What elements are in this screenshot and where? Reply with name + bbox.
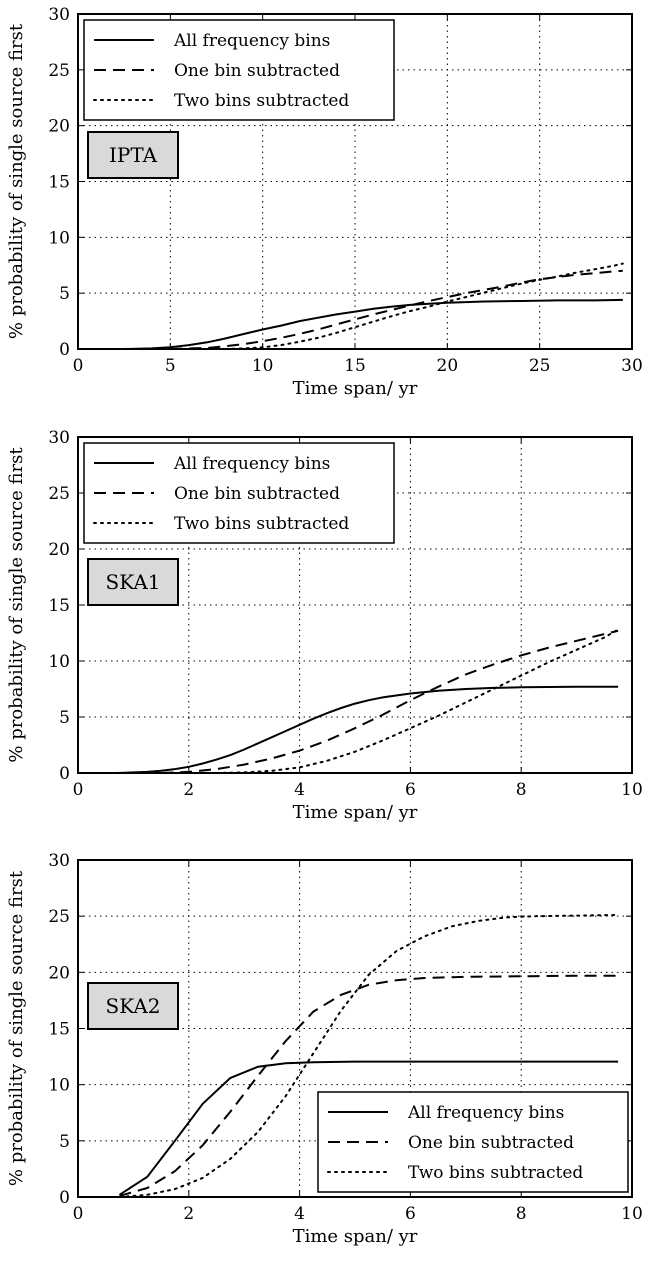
x-axis-label: Time span/ yr bbox=[293, 802, 418, 823]
annotation-badge bbox=[87, 982, 179, 1030]
series-line-dotted bbox=[215, 628, 620, 774]
x-axis-label: Time span/ yr bbox=[293, 1226, 418, 1247]
x-tick-label: 10 bbox=[621, 1204, 643, 1224]
x-tick-label: 8 bbox=[516, 1204, 527, 1224]
chart-panel-3: 0 2 4 6 8 10 0 5 10 15 20 25 30 Time span/ yr % probab… bbox=[6, 851, 643, 1247]
legend-entry: One bin subtracted bbox=[408, 1133, 574, 1153]
y-tick-label: 0 bbox=[59, 1188, 70, 1208]
series-line-solid bbox=[118, 1060, 619, 1196]
y-tick-label: 10 bbox=[48, 652, 70, 672]
x-tick-label: 8 bbox=[516, 780, 527, 800]
x-tick-label: 15 bbox=[344, 356, 366, 376]
y-tick-label: 20 bbox=[48, 540, 70, 560]
x-tick-label: 10 bbox=[252, 356, 274, 376]
legend-entry: One bin subtracted bbox=[174, 484, 340, 504]
y-tick-label: 30 bbox=[48, 851, 70, 871]
annotation-badge bbox=[87, 558, 179, 606]
y-tick-label: 10 bbox=[48, 228, 70, 248]
legend-entry: All frequency bins bbox=[173, 454, 330, 474]
plot-frame bbox=[77, 859, 633, 1198]
y-tick-label: 15 bbox=[48, 596, 70, 616]
x-tick-label: 2 bbox=[183, 1204, 194, 1224]
series-line-dashed bbox=[170, 269, 623, 350]
y-tick-label: 5 bbox=[59, 1132, 70, 1152]
series-line-dashed bbox=[161, 629, 619, 774]
y-tick-label: 20 bbox=[48, 963, 70, 983]
y-tick-label: 15 bbox=[48, 173, 70, 193]
x-tick-label: 10 bbox=[621, 780, 643, 800]
x-tick-label: 0 bbox=[73, 356, 84, 376]
y-tick-label: 5 bbox=[59, 284, 70, 304]
x-tick-label: 6 bbox=[405, 780, 416, 800]
y-tick-label: 30 bbox=[48, 5, 70, 25]
annotation-label: SKA2 bbox=[106, 994, 161, 1018]
y-tick-label: 10 bbox=[48, 1076, 70, 1096]
chart-panel-1: 0 5 10 15 20 25 30 0 5 10 15 20 25 30 Time span/ yr % p… bbox=[6, 5, 643, 399]
y-tick-label: 25 bbox=[48, 907, 70, 927]
legend: All frequency bins One bin subtracted Two … bbox=[83, 442, 395, 544]
annotation-badge bbox=[87, 131, 179, 179]
chart-panel-2: 0 2 4 6 8 10 0 5 10 15 20 25 30 Time span/ yr % probab… bbox=[6, 428, 643, 823]
y-tick-label: 20 bbox=[48, 117, 70, 137]
series-line-dotted bbox=[118, 914, 620, 1198]
legend-entry: Two bins subtracted bbox=[174, 91, 349, 111]
series-line-solid bbox=[124, 298, 623, 350]
x-tick-label: 0 bbox=[73, 780, 84, 800]
x-tick-label: 5 bbox=[165, 356, 176, 376]
legend-entry: All frequency bins bbox=[407, 1103, 564, 1123]
series-line-dashed bbox=[119, 974, 619, 1197]
x-axis-label: Time span/ yr bbox=[293, 378, 418, 399]
legend-entry: One bin subtracted bbox=[174, 61, 340, 81]
y-tick-label: 0 bbox=[59, 340, 70, 360]
y-tick-label: 15 bbox=[48, 1020, 70, 1040]
x-tick-label: 4 bbox=[294, 780, 305, 800]
legend: All frequency bins One bin subtracted Two … bbox=[83, 19, 395, 121]
annotation-label: SKA1 bbox=[106, 570, 161, 594]
series-line-solid bbox=[116, 685, 619, 774]
x-tick-label: 30 bbox=[621, 356, 643, 376]
x-tick-label: 4 bbox=[294, 1204, 305, 1224]
legend-entry: All frequency bins bbox=[173, 31, 330, 51]
y-axis-label: % probability of single source first bbox=[6, 870, 27, 1186]
y-axis-label: % probability of single source first bbox=[6, 23, 27, 339]
legend-entry: Two bins subtracted bbox=[408, 1163, 583, 1183]
legend: All frequency bins One bin subtracted Two … bbox=[317, 1091, 629, 1193]
y-tick-label: 5 bbox=[59, 708, 70, 728]
y-tick-label: 30 bbox=[48, 428, 70, 448]
x-tick-label: 0 bbox=[73, 1204, 84, 1224]
y-axis-label: % probability of single source first bbox=[6, 447, 27, 763]
annotation-label: IPTA bbox=[109, 143, 158, 167]
plot-frame bbox=[77, 436, 633, 774]
legend-entry: Two bins subtracted bbox=[174, 514, 349, 534]
x-tick-label: 6 bbox=[405, 1204, 416, 1224]
y-tick-label: 25 bbox=[48, 484, 70, 504]
legend-box bbox=[83, 19, 395, 121]
x-tick-label: 25 bbox=[529, 356, 551, 376]
plot-frame bbox=[77, 13, 633, 350]
x-tick-label: 2 bbox=[183, 780, 194, 800]
y-tick-label: 0 bbox=[59, 764, 70, 784]
y-tick-label: 25 bbox=[48, 61, 70, 81]
x-tick-label: 20 bbox=[437, 356, 459, 376]
